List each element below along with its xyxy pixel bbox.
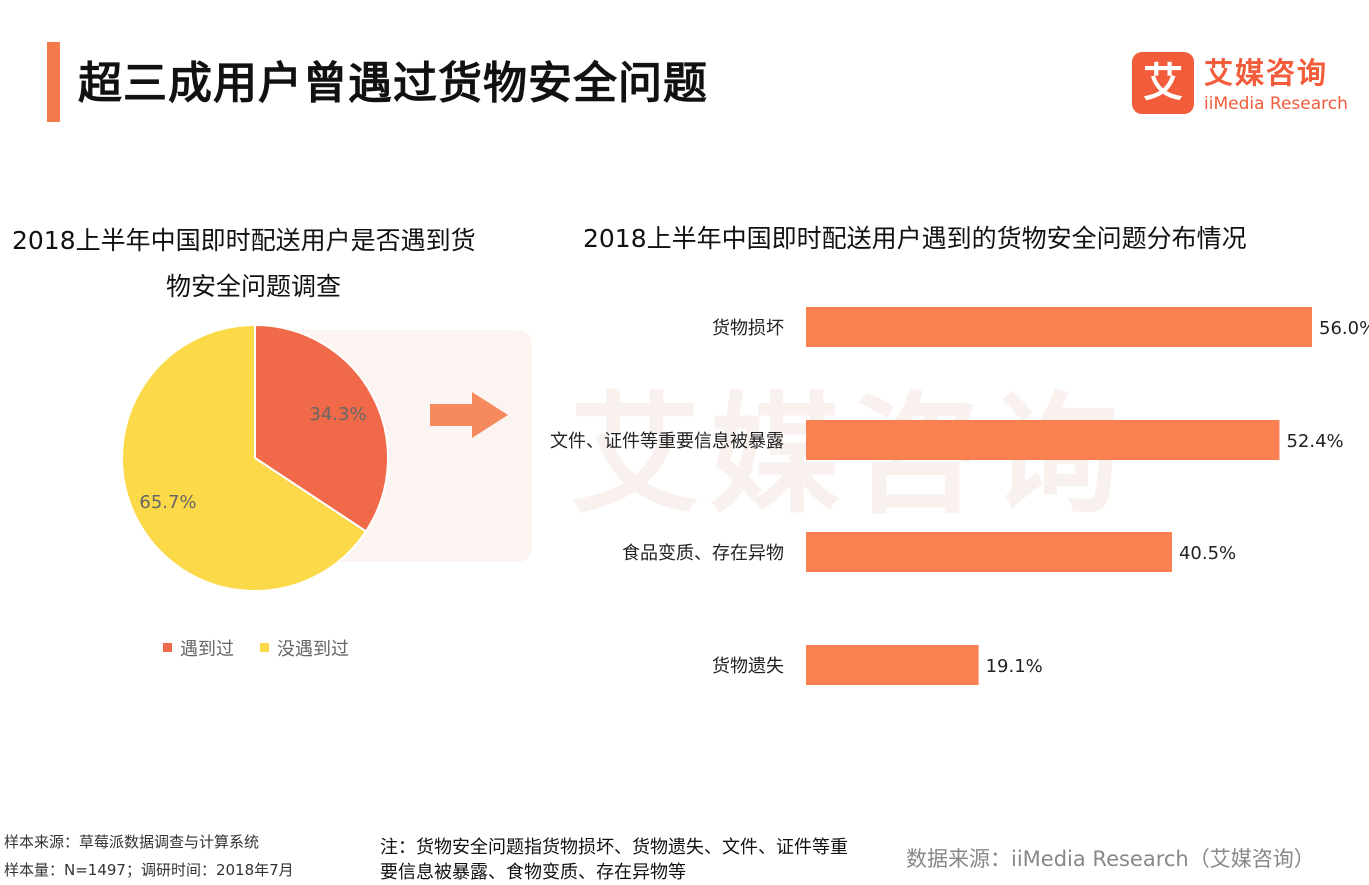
footnote-line1: 注：货物安全问题指货物损坏、货物遗失、文件、证件等重	[380, 837, 848, 858]
arrow-shaft	[430, 404, 472, 426]
logo-name-en: iiMedia Research	[1204, 94, 1348, 114]
pie-slice-label: 65.7%	[139, 492, 196, 513]
logo-name-cn: 艾媒咨询	[1204, 56, 1329, 90]
bar	[806, 532, 1172, 572]
legend-label: 没遇到过	[277, 639, 349, 660]
sample-source: 样本来源：草莓派数据调查与计算系统	[4, 833, 260, 851]
pie-legend: 遇到过 没遇到过	[163, 639, 349, 660]
bar-chart-title: 2018上半年中国即时配送用户遇到的货物安全问题分布情况	[583, 224, 1247, 253]
sample-size: 样本量：N=1497；调研时间：2018年7月	[4, 861, 294, 879]
brand-logo: 艾 艾媒咨询 iiMedia Research	[1132, 52, 1357, 118]
footnote: 注：货物安全问题指货物损坏、货物遗失、文件、证件等重 要信息被暴露、食物变质、存…	[380, 835, 848, 885]
bar-value-label: 56.0%	[1319, 318, 1369, 339]
legend-label: 遇到过	[180, 639, 234, 660]
legend-swatch	[163, 643, 172, 652]
bar-category-label: 文件、证件等重要信息被暴露	[550, 431, 784, 452]
pie-chart: 34.3% 65.7%	[121, 323, 389, 592]
bar	[806, 307, 1312, 347]
bar-category-label: 食品变质、存在异物	[622, 543, 784, 564]
title-accent-bar	[47, 42, 60, 122]
bar-value-label: 40.5%	[1179, 543, 1236, 564]
data-source: 数据来源：iiMedia Research（艾媒咨询）	[906, 847, 1315, 871]
logo-mark: 艾	[1132, 52, 1194, 114]
pie-slice-not-encountered	[121, 323, 368, 592]
bar	[806, 420, 1280, 460]
bar	[806, 645, 979, 685]
bar-chart: 货物损坏 56.0% 文件、证件等重要信息被暴露 52.4% 食品变质、存在异物 40.5…	[550, 307, 1369, 685]
pie-slice-label: 34.3%	[309, 404, 366, 425]
legend-swatch	[260, 643, 269, 652]
pie-chart-title-line2: 物安全问题调查	[166, 272, 342, 301]
bar-value-label: 19.1%	[986, 656, 1043, 677]
page-title: 超三成用户曾遇过货物安全问题	[78, 58, 708, 109]
arrow-head	[472, 392, 508, 438]
bar-value-label: 52.4%	[1286, 431, 1343, 452]
bar-category-label: 货物遗失	[712, 656, 784, 677]
pie-chart-title-line1: 2018上半年中国即时配送用户是否遇到货	[12, 226, 476, 255]
bar-category-label: 货物损坏	[712, 318, 784, 339]
footnote-line2: 要信息被暴露、食物变质、存在异物等	[380, 862, 686, 883]
arrow-connector	[430, 392, 508, 438]
